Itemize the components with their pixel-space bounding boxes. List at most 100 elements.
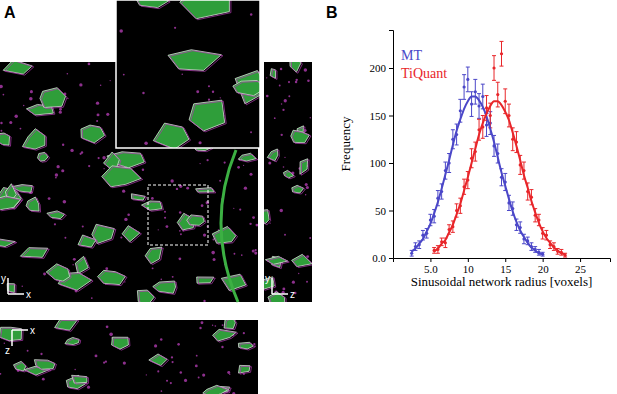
error-bar-cap: [455, 144, 459, 145]
speckle: [288, 81, 290, 83]
data-point: [410, 252, 413, 255]
indicator-label: y: [1, 273, 6, 284]
error-bar-cap: [500, 41, 504, 42]
tick: 15: [500, 258, 512, 275]
error-bar-cap: [503, 173, 507, 174]
data-point: [470, 103, 473, 106]
image-background: [0, 320, 258, 394]
error-bar-cap: [425, 238, 429, 239]
speckle: [106, 113, 109, 116]
vessel-edge: [0, 240, 17, 248]
tick-mark: [389, 211, 393, 212]
legend-entry: TiQuant: [401, 66, 447, 81]
error-bar-cap: [473, 79, 477, 80]
speckle: [164, 217, 166, 219]
speckle: [206, 159, 208, 161]
error-bar-cap: [466, 91, 470, 92]
speckle: [182, 74, 183, 75]
speckle: [54, 223, 56, 225]
speckle: [0, 130, 2, 132]
error-bar: [500, 41, 504, 66]
vessel: [102, 166, 141, 187]
error-bar-cap: [417, 248, 421, 249]
vessel-edge: [188, 216, 206, 226]
speckle: [227, 371, 230, 374]
vessel-edge: [272, 70, 277, 80]
vessel-edge: [223, 275, 247, 291]
tick-label: 5.0: [424, 263, 438, 275]
speckle: [244, 186, 247, 189]
vessel-edge: [285, 171, 295, 178]
tick-mark: [389, 68, 393, 69]
error-bar-cap: [481, 84, 485, 85]
speckle: [43, 273, 46, 276]
speckle: [152, 267, 154, 269]
speckle: [3, 94, 5, 96]
speckle: [208, 85, 210, 87]
speckle: [298, 273, 299, 274]
indicator-label: x: [30, 325, 35, 336]
legend-entry: MT: [401, 48, 422, 63]
vessel: [233, 80, 260, 95]
vessel-edge: [204, 386, 230, 394]
speckle: [30, 90, 33, 93]
error-bar-cap: [503, 88, 507, 89]
tick-mark: [543, 258, 544, 262]
speckle: [29, 97, 33, 101]
vessel-edge: [48, 212, 66, 220]
speckle: [23, 105, 24, 106]
error-bar-cap: [470, 148, 474, 149]
speckle: [280, 209, 283, 212]
error-bar-cap: [443, 162, 447, 163]
speckle: [196, 355, 198, 357]
error-bar-cap: [537, 214, 541, 215]
vessel-edge: [197, 189, 216, 193]
speckle: [176, 188, 178, 190]
error-bar-cap: [485, 136, 489, 137]
speckle: [254, 249, 256, 251]
zoom-box: [148, 185, 208, 245]
speckle: [4, 342, 5, 343]
vessel-edge: [24, 130, 47, 150]
speckle: [306, 186, 309, 189]
error-bar-cap: [492, 156, 496, 157]
error-bar-cap: [529, 189, 533, 190]
speckle: [142, 92, 144, 94]
error-bar-cap: [421, 230, 425, 231]
tick-label: 10: [463, 263, 475, 275]
vessel-edge: [138, 0, 170, 9]
vessel: [203, 385, 229, 394]
speckle: [250, 173, 253, 176]
y-axis: 0.050100150200: [370, 31, 394, 265]
vessel-edge: [39, 153, 50, 162]
speckle: [281, 103, 282, 104]
speckle: [252, 250, 255, 253]
axis-line: [394, 259, 611, 263]
tick-mark: [468, 258, 469, 262]
error-bar-cap: [462, 179, 466, 180]
speckle: [170, 179, 173, 182]
error-bar-cap: [477, 118, 481, 119]
error-bar-cap: [410, 256, 414, 257]
speckle: [59, 108, 62, 111]
vessel-edge: [5, 62, 34, 75]
error-bar-cap: [440, 238, 444, 239]
error-bar-cap: [432, 253, 436, 254]
speckle: [161, 390, 163, 392]
y-axis-title: Frequency: [338, 116, 353, 171]
speckle: [160, 279, 162, 281]
data-point: [500, 52, 503, 55]
data-point: [485, 123, 488, 126]
speckle: [284, 234, 286, 236]
vessel-edge: [99, 271, 127, 285]
error-bar-cap: [413, 242, 417, 243]
indicator-line: [11, 330, 13, 346]
speckle: [268, 161, 271, 164]
speckle: [184, 379, 187, 382]
tick-mark: [580, 258, 581, 262]
speckle: [305, 194, 306, 195]
error-bar: [466, 67, 470, 92]
error-bar-cap: [514, 230, 518, 231]
speckle: [102, 156, 105, 159]
speckle: [202, 374, 205, 377]
